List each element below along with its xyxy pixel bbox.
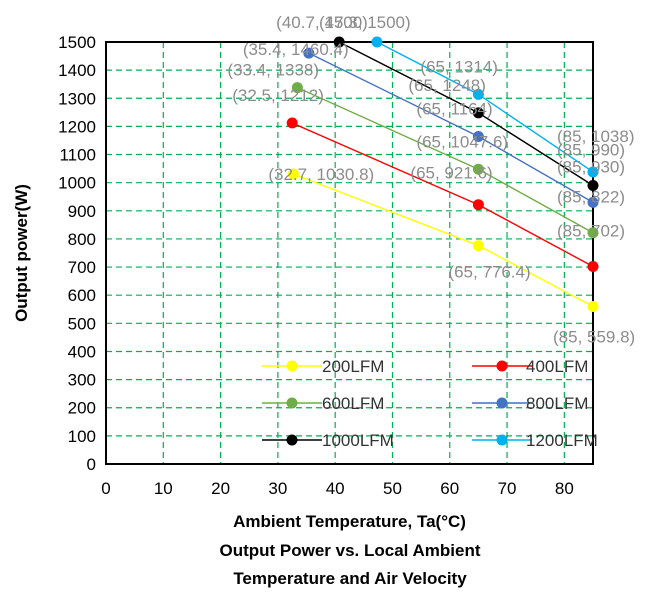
y-tick-label: 300	[68, 371, 96, 390]
data-point	[472, 131, 484, 143]
y-tick-label: 100	[68, 427, 96, 446]
grid	[106, 42, 593, 464]
data-label: (85, 702)	[557, 222, 625, 241]
y-tick-label: 700	[68, 258, 96, 277]
x-tick-label: 50	[383, 479, 402, 498]
x-axis-title: Ambient Temperature, Ta(°C)	[233, 512, 466, 531]
data-label: (65, 921.6)	[410, 164, 492, 183]
data-point	[472, 107, 484, 119]
data-label: (85, 822)	[557, 188, 625, 207]
data-label: (32.5, 1212)	[232, 86, 324, 105]
y-tick-label: 900	[68, 202, 96, 221]
legend: 200LFM 400LFM 600LFM 800LFM 1000LFM 1200LFM	[262, 357, 598, 450]
data-label: (65, 1248)	[408, 76, 486, 95]
legend-label: 400LFM	[526, 357, 588, 376]
y-tick-label: 200	[68, 399, 96, 418]
data-labels: (32.7, 1030.8) (65, 776.4) (85, 559.8) (32.…	[227, 13, 635, 347]
data-point	[371, 36, 383, 48]
legend-marker	[496, 434, 508, 446]
y-tick-label: 1500	[58, 33, 96, 52]
data-point	[587, 179, 599, 191]
data-label: (85, 990)	[557, 140, 625, 159]
data-label: (65, 1164)	[416, 100, 492, 119]
data-label: (32.7, 1030.8)	[268, 165, 374, 184]
y-tick-label: 1000	[58, 174, 96, 193]
data-label: (85, 930)	[557, 157, 625, 176]
legend-label: 1200LFM	[526, 431, 598, 450]
y-tick-label: 1300	[58, 89, 96, 108]
x-tick-label: 60	[440, 479, 459, 498]
x-tick-label: 40	[326, 479, 345, 498]
x-tick-label: 70	[498, 479, 517, 498]
legend-marker	[286, 360, 298, 372]
data-label: (47.3, 1500)	[319, 13, 411, 32]
data-point	[286, 117, 298, 129]
x-tick-label: 80	[555, 479, 574, 498]
data-point	[472, 88, 484, 100]
data-label: (65, 1047.6)	[416, 132, 508, 151]
y-tick-label: 800	[68, 230, 96, 249]
x-tick-label: 0	[101, 479, 110, 498]
data-point	[472, 163, 484, 175]
x-tick-label: 10	[154, 479, 173, 498]
legend-label: 800LFM	[526, 394, 588, 413]
x-tick-label: 20	[211, 479, 230, 498]
data-point	[291, 82, 303, 94]
data-label: (33.4, 1338)	[227, 61, 319, 80]
data-label: (85, 1038)	[557, 127, 635, 146]
data-label: (85, 559.8)	[553, 328, 635, 347]
data-point	[587, 196, 599, 208]
legend-marker	[496, 360, 508, 372]
data-label: (35.4, 1460.4)	[243, 40, 349, 59]
data-point	[333, 36, 345, 48]
data-point	[472, 240, 484, 252]
legend-label: 600LFM	[322, 394, 384, 413]
data-point	[303, 47, 315, 59]
tick-labels: 0 10 20 30 40 50 60 70 8001002003004005006007008…	[58, 33, 574, 498]
data-label: (40.7, 1500)	[276, 13, 368, 32]
series-points	[286, 36, 599, 313]
data-point	[472, 199, 484, 211]
data-point	[587, 301, 599, 313]
x-tick-label: 30	[268, 479, 287, 498]
data-point	[587, 227, 599, 239]
data-label: (65, 776.4)	[448, 263, 530, 282]
data-label: (65, 1314)	[420, 57, 498, 76]
legend-marker	[496, 397, 508, 409]
data-point	[587, 261, 599, 273]
y-tick-label: 1200	[58, 117, 96, 136]
legend-label: 1000LFM	[322, 431, 394, 450]
y-tick-label: 0	[87, 455, 96, 474]
chart-title-line-2: Temperature and Air Velocity	[233, 569, 467, 588]
y-tick-label: 1400	[58, 61, 96, 80]
legend-marker	[286, 397, 298, 409]
data-point	[587, 166, 599, 178]
legend-label: 200LFM	[322, 357, 384, 376]
data-point	[287, 168, 299, 180]
y-tick-label: 400	[68, 342, 96, 361]
legend-marker	[286, 434, 298, 446]
y-tick-label: 500	[68, 314, 96, 333]
y-tick-label: 1100	[59, 146, 96, 165]
y-axis-title: Output power(W)	[12, 184, 31, 322]
y-tick-label: 600	[68, 286, 96, 305]
plot-frame	[105, 41, 594, 465]
chart-title-line-1: Output Power vs. Local Ambient	[219, 541, 480, 560]
